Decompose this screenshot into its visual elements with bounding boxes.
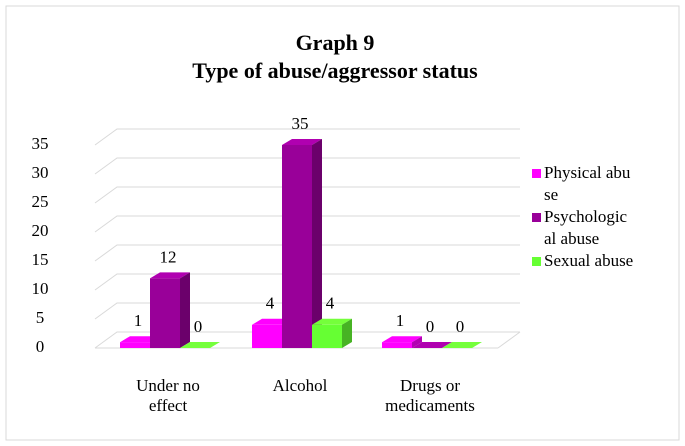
bar-top	[180, 342, 220, 348]
bar-side	[412, 336, 422, 348]
chart-border	[5, 5, 680, 441]
value-label: 4	[266, 294, 275, 313]
y-tick-label: 25	[32, 192, 49, 211]
value-label: 12	[160, 247, 177, 266]
bar	[412, 342, 452, 348]
value-label: 35	[292, 114, 309, 133]
x-tick-label: Under no effect	[136, 376, 200, 415]
value-label: 1	[396, 311, 405, 330]
value-label: 4	[326, 294, 335, 313]
grid-line	[94, 186, 520, 204]
legend-swatch	[532, 257, 541, 266]
bar-top	[442, 342, 482, 348]
value-label: 0	[194, 317, 203, 336]
chart-subtitle: Type of abuse/aggressor status	[192, 58, 478, 83]
bar	[282, 139, 322, 348]
y-tick-label: 5	[36, 308, 45, 327]
legend-label: Psychological abuse	[544, 207, 628, 248]
grid-line	[94, 273, 520, 291]
y-tick-label: 35	[32, 134, 49, 153]
bar-top	[282, 139, 322, 145]
bar	[150, 272, 190, 348]
bar	[312, 318, 352, 348]
grid-line	[94, 157, 520, 175]
bar-side	[342, 318, 352, 348]
grid-line	[94, 244, 520, 262]
bar-top	[412, 342, 452, 348]
value-label: 0	[456, 317, 465, 336]
y-tick-label: 0	[36, 337, 45, 356]
x-tick-label: Alcohol	[272, 376, 328, 395]
legend-swatch	[532, 213, 541, 222]
y-tick-label: 20	[32, 221, 49, 240]
bar	[180, 342, 220, 348]
value-label: 1	[134, 311, 143, 330]
bar-side	[180, 272, 190, 348]
x-tick-label: Drugs or medicaments	[385, 376, 475, 415]
legend-label: Physical abuse	[544, 163, 631, 204]
bar-top	[150, 272, 190, 279]
y-tick-label: 10	[32, 279, 49, 298]
bar-top	[382, 336, 422, 343]
bar	[442, 342, 482, 348]
y-tick-label: 30	[32, 163, 49, 182]
bar-side	[312, 139, 322, 348]
grid-line	[94, 302, 520, 320]
bar-front	[252, 324, 282, 348]
value-label: 0	[426, 317, 435, 336]
grid-line	[94, 215, 520, 233]
legend-swatch	[532, 169, 541, 178]
floor-edge	[497, 331, 521, 349]
bar	[382, 336, 422, 348]
grid-line	[94, 331, 520, 349]
bar-top	[312, 318, 352, 325]
bar-front	[312, 324, 342, 348]
grid-line	[94, 128, 520, 146]
legend-label: Sexual abuse	[544, 251, 634, 270]
y-tick-label: 15	[32, 250, 49, 269]
bar-front	[120, 342, 150, 348]
chart-title: Graph 9	[296, 30, 375, 55]
bar-front	[150, 278, 180, 348]
bar-front	[282, 145, 312, 348]
bar-front	[382, 342, 412, 348]
